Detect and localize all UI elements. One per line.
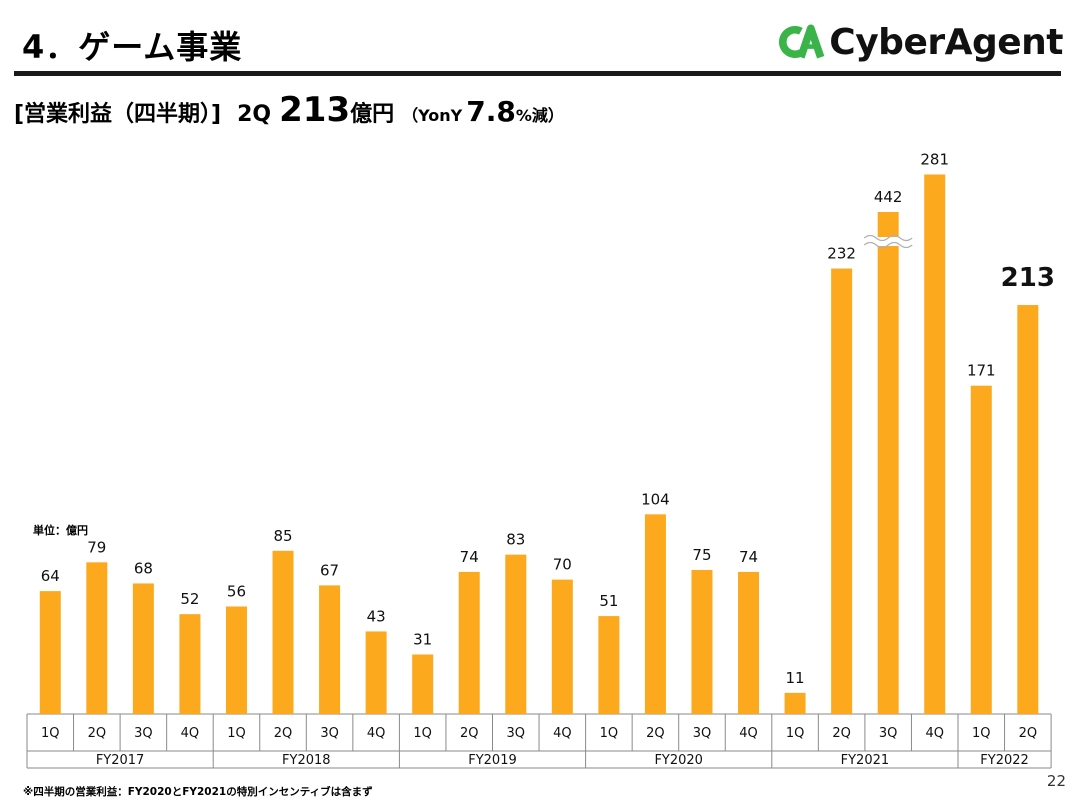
bar — [551, 579, 573, 714]
bar — [924, 174, 946, 715]
fiscal-year-label: FY2018 — [282, 753, 331, 768]
axis-break-wave — [863, 241, 913, 249]
bar-value-label: 43 — [367, 607, 386, 625]
bar — [1017, 305, 1039, 714]
bar-value-label: 104 — [641, 490, 670, 508]
bar-value-label: 281 — [920, 150, 949, 168]
fiscal-year-label: FY2021 — [841, 753, 890, 768]
cyberagent-logo: CyberAgent — [778, 14, 1063, 70]
bar-value-label: 75 — [692, 546, 711, 564]
category-tick-label: 1Q — [41, 726, 60, 741]
subtitle-yoy-prefix: （YonY — [402, 106, 463, 125]
axis-break-gap — [864, 237, 913, 246]
fiscal-year-label: FY2020 — [654, 753, 703, 768]
category-tick-label: 3Q — [693, 726, 712, 741]
bar-value-label: 442 — [874, 188, 903, 206]
bar — [319, 585, 341, 714]
bar-value-label: 11 — [786, 669, 805, 687]
category-tick-label: 1Q — [227, 726, 246, 741]
bar — [738, 571, 760, 714]
subtitle-value: 213 — [279, 90, 351, 130]
fiscal-year-label: FY2022 — [980, 753, 1029, 768]
category-tick-label: 4Q — [367, 726, 386, 741]
bar — [39, 591, 61, 714]
category-tick-label: 2Q — [646, 726, 665, 741]
subtitle-label: [営業利益（四半期）] — [14, 102, 222, 127]
bar-value-label: 51 — [599, 592, 618, 610]
bar-value-label: 56 — [227, 582, 246, 600]
bar — [784, 692, 806, 714]
fiscal-year-label: FY2019 — [468, 753, 517, 768]
bar-value-label: 171 — [967, 362, 996, 380]
bar-value-label: 70 — [553, 556, 572, 574]
subtitle-quarter: 2Q — [237, 102, 272, 127]
category-tick-label: 1Q — [786, 726, 805, 741]
category-tick-label: 2Q — [1019, 726, 1038, 741]
bar — [225, 606, 247, 714]
category-tick-label: 3Q — [879, 726, 898, 741]
category-tick-label: 4Q — [925, 726, 944, 741]
fiscal-year-label: FY2017 — [96, 753, 145, 768]
category-tick-label: 2Q — [274, 726, 293, 741]
bar — [458, 571, 480, 714]
ca-logo-icon — [778, 24, 825, 59]
category-tick-label: 4Q — [553, 726, 572, 741]
bar-value-label: 64 — [41, 567, 60, 585]
title-divider — [14, 71, 1061, 76]
category-tick-label: 1Q — [972, 726, 991, 741]
bar-value-label: 67 — [320, 561, 339, 579]
bar-value-label: 85 — [273, 527, 292, 545]
bar — [877, 212, 899, 714]
bar — [644, 514, 666, 714]
bar — [970, 385, 992, 714]
subtitle-yoy-value: 7.8 — [466, 95, 516, 128]
page-number: 22 — [1046, 772, 1066, 790]
category-tick-label: 2Q — [832, 726, 851, 741]
logo-text: CyberAgent — [829, 21, 1063, 63]
page-title: 4．ゲーム事業 — [22, 28, 243, 66]
category-tick-label: 4Q — [739, 726, 758, 741]
bar-value-label: 68 — [134, 559, 153, 577]
subtitle-unit: 億円 — [350, 102, 395, 127]
category-tick-label: 1Q — [600, 726, 619, 741]
bar — [272, 550, 294, 714]
bar — [179, 614, 201, 714]
category-tick-label: 3Q — [320, 726, 339, 741]
bar-value-label: 213 — [1001, 263, 1055, 293]
bar — [598, 616, 620, 714]
category-tick-label: 2Q — [88, 726, 107, 741]
category-tick-label: 1Q — [413, 726, 432, 741]
axis-break-wave — [863, 234, 913, 242]
bar-value-label: 232 — [827, 245, 856, 263]
footnote: ※四半期の営業利益：FY2020とFY2021の特別インセンティブは含まず — [23, 786, 373, 798]
bar — [412, 654, 434, 714]
category-tick-label: 4Q — [181, 726, 200, 741]
category-tick-label: 3Q — [507, 726, 526, 741]
bar — [86, 562, 108, 714]
category-tick-label: 3Q — [134, 726, 153, 741]
subtitle: [営業利益（四半期）] 2Q 213 億円 （YonY 7.8 %減） — [14, 90, 564, 130]
subtitle-yoy-suffix: %減） — [515, 106, 564, 125]
bar-value-label: 31 — [413, 630, 432, 648]
unit-note: 単位：億円 — [33, 524, 88, 537]
bar-value-label: 83 — [506, 531, 525, 549]
bar — [365, 631, 387, 714]
category-tick-label: 2Q — [460, 726, 479, 741]
bar-value-label: 79 — [87, 538, 106, 556]
bar — [691, 570, 713, 714]
bar-value-label: 74 — [460, 548, 479, 566]
bar — [132, 583, 154, 714]
bar-value-label: 52 — [180, 590, 199, 608]
bar — [505, 554, 527, 714]
bar-value-label: 74 — [739, 548, 758, 566]
bar — [831, 268, 853, 714]
